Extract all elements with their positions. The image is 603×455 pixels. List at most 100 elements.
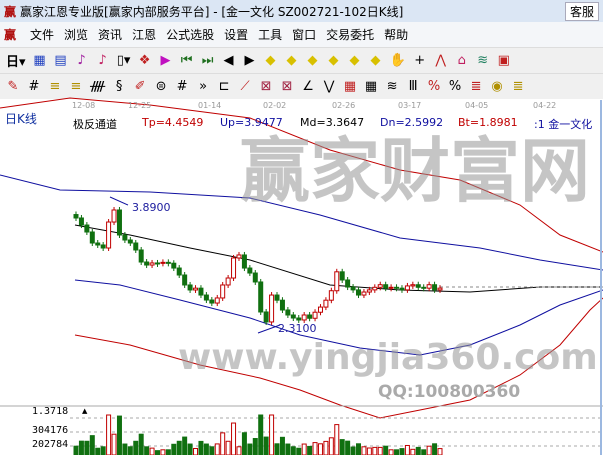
menu-browse[interactable]: 浏览 (64, 28, 89, 42)
candle (149, 262, 155, 266)
candle (415, 284, 421, 288)
formula-icon[interactable]: ❖ (138, 53, 151, 68)
volume-bar (339, 439, 345, 455)
calendar-icon[interactable]: ▣ (497, 53, 510, 68)
volume-bar (209, 446, 215, 455)
candle (241, 254, 247, 269)
diamond-left-icon[interactable]: ◆ (265, 53, 276, 68)
volume-bar (214, 443, 220, 455)
square-fan-icon[interactable]: ⊠ (260, 79, 272, 94)
gold2-icon[interactable]: ≡ (70, 79, 82, 94)
indicator3-icon[interactable]: ♪ (77, 53, 86, 68)
left-icon[interactable]: ◀ (223, 53, 234, 68)
service-button[interactable]: 客服 (564, 2, 599, 21)
candle (116, 209, 122, 236)
volume-bar (296, 447, 302, 455)
angle-icon[interactable]: ∠ (302, 79, 314, 94)
box-icon[interactable]: ⊏ (218, 79, 230, 94)
toolbar-draw: ✎ # ≡ ≡ ᚎ § ✐ ⊜ # » ⊏ ⟋ ⊠ ⊠ ∠ ⋁ ▦ ▦ ≋ Ⅲ … (0, 73, 603, 99)
volume-bar (241, 432, 247, 455)
candle (301, 314, 307, 321)
candle (198, 287, 204, 296)
candle (274, 294, 280, 301)
grid-icon[interactable]: # (28, 79, 40, 94)
menu-window[interactable]: 窗口 (292, 28, 317, 42)
candle (171, 262, 177, 269)
menu-help[interactable]: 帮助 (384, 28, 409, 42)
indicator-info: 极反通道 Tp=4.4549 Up=3.9477 Md=3.3647 Dn=2.… (0, 116, 603, 131)
first-icon[interactable]: ⏮ (180, 53, 193, 68)
date-tick: 04-05 (465, 101, 489, 110)
candle (209, 299, 215, 304)
menu-formula[interactable]: 公式选股 (166, 28, 215, 42)
gold-coin-icon[interactable]: ◉ (491, 79, 503, 94)
bt-value: Bt=1.8981 (458, 116, 518, 129)
volume-bar (182, 436, 188, 455)
candle-icon[interactable]: ▯▾ (116, 53, 131, 68)
candle (312, 311, 318, 319)
ruler-icon[interactable]: Ⅲ (408, 79, 418, 94)
stack-icon[interactable]: ≋ (477, 53, 489, 68)
diamond-expand-icon[interactable]: ◆ (349, 53, 360, 68)
volume-bar (127, 446, 133, 455)
volume-bar (263, 436, 269, 455)
menu-settings[interactable]: 设置 (224, 28, 249, 42)
menu-info[interactable]: 资讯 (98, 28, 123, 42)
right-icon[interactable]: ▶ (244, 53, 255, 68)
pen-icon[interactable]: ✎ (7, 79, 19, 94)
lines-icon[interactable]: ≋ (386, 79, 398, 94)
crosshair-icon[interactable]: + (414, 53, 426, 68)
circle-icon[interactable]: ⊜ (155, 79, 167, 94)
menu-file[interactable]: 文件 (30, 28, 55, 42)
volume-bar (252, 438, 258, 455)
gold1-icon[interactable]: ≡ (49, 79, 61, 94)
volume-bar (138, 433, 144, 455)
chart-icon[interactable]: ▦ (33, 53, 46, 68)
gold-lines-icon[interactable]: ≣ (512, 79, 524, 94)
candle (377, 284, 383, 288)
volume-bar (203, 443, 209, 455)
grid-dark-icon[interactable]: ▦ (364, 79, 378, 94)
bars-icon[interactable]: # (176, 79, 188, 94)
candle (328, 290, 334, 301)
volume-bar (334, 424, 340, 455)
fan-icon[interactable]: ⟋ (240, 79, 250, 94)
more-icon[interactable]: » (199, 79, 208, 94)
indicator9-icon[interactable]: ♪ (98, 53, 107, 68)
diamond-all-icon[interactable]: ◆ (370, 53, 381, 68)
volume-bar (160, 449, 166, 455)
diamond-right-icon[interactable]: ◆ (286, 53, 297, 68)
menu-trade[interactable]: 交易委托 (326, 28, 375, 42)
comb-icon[interactable]: ᚎ (90, 79, 106, 94)
candle (339, 271, 345, 281)
hat-icon[interactable]: ⌂ (457, 53, 466, 68)
last-icon[interactable]: ⏭ (201, 53, 214, 68)
date-tick: 01-14 (198, 101, 222, 110)
zigzag-icon[interactable]: ⋁ (323, 79, 335, 94)
grid-red-icon[interactable]: ▦ (343, 79, 357, 94)
candle (410, 284, 416, 287)
percent-lines-icon[interactable]: ≣ (470, 79, 482, 94)
candle (100, 244, 106, 249)
percent-pen-icon[interactable]: % (427, 79, 441, 94)
scale-up-icon[interactable]: ▲ (82, 407, 88, 415)
toolbar-main: 日▾ ▦ ▤ ♪ ♪ ▯▾ ❖ ▶ ⏮ ⏭ ◀ ▶ ◆ ◆ ◆ ◆ ◆ ◆ ✋ … (0, 47, 603, 73)
candle (165, 261, 171, 264)
pen2-icon[interactable]: ✐ (134, 79, 146, 94)
spiral-icon[interactable]: § (115, 79, 123, 94)
line-icon[interactable]: ⋀ (435, 53, 447, 68)
window-title: 赢家江恩专业版[赢家内部服务平台] - [金一文化 SZ002721-102日K… (20, 4, 404, 19)
flag-icon[interactable]: ▶ (160, 53, 171, 68)
period-select[interactable]: 日▾ (6, 55, 26, 70)
square-fan2-icon[interactable]: ⊠ (281, 79, 293, 94)
stock-name: :1 金一文化 (534, 118, 593, 131)
diamond-shrink-icon[interactable]: ◆ (328, 53, 339, 68)
percent-icon[interactable]: % (448, 79, 462, 94)
diamond-h-icon[interactable]: ◆ (307, 53, 318, 68)
menu-tools[interactable]: 工具 (258, 28, 283, 42)
hand-icon[interactable]: ✋ (389, 53, 406, 68)
high-label: 3.8900 (132, 201, 171, 214)
info-icon[interactable]: ▤ (54, 53, 67, 68)
candle (383, 284, 389, 289)
menu-gann[interactable]: 江恩 (132, 28, 157, 42)
